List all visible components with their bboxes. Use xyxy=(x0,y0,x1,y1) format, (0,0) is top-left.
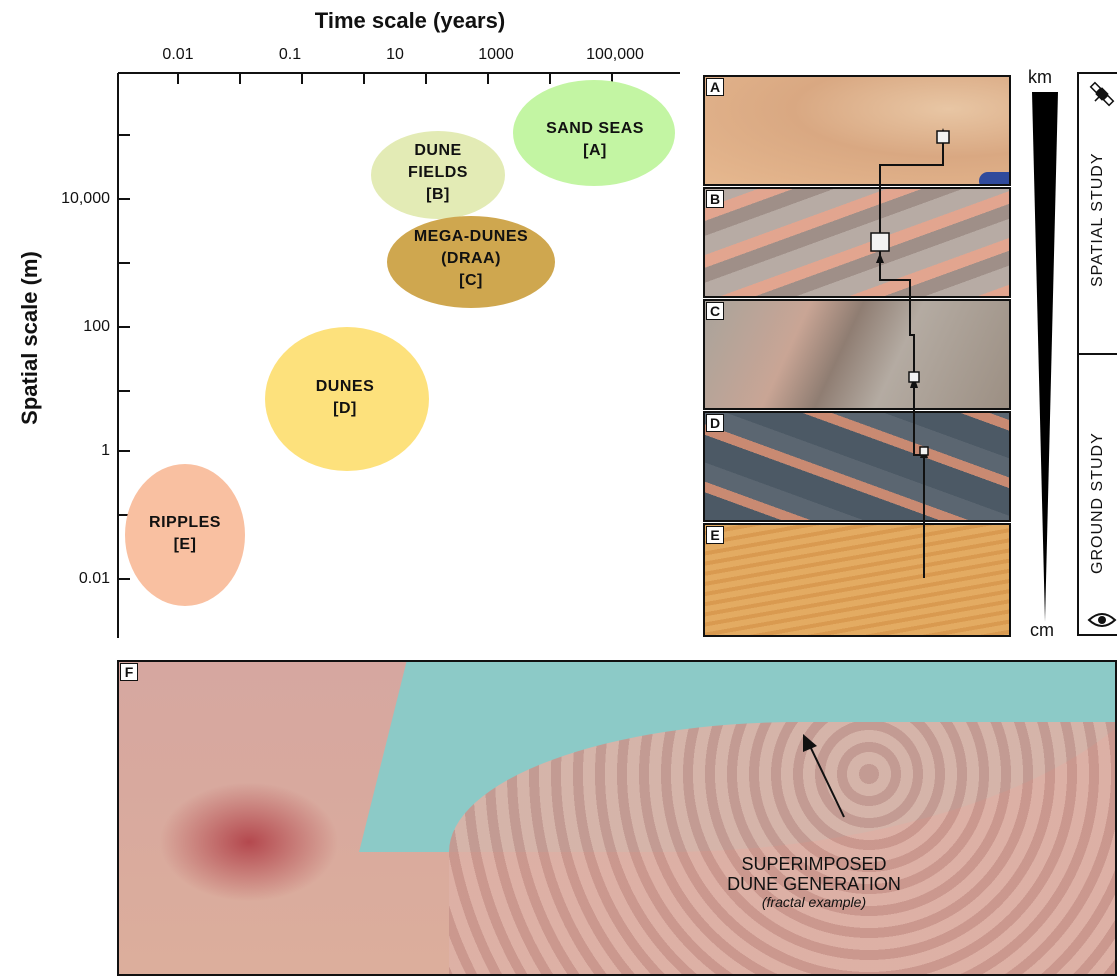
panel-d-tag: D xyxy=(706,414,724,432)
annotation-line-2: DUNE GENERATION xyxy=(727,874,901,894)
dunes-tag: [D] xyxy=(333,400,357,417)
mega-dunes-tag: [C] xyxy=(459,272,483,289)
sand-seas-tag: [A] xyxy=(583,142,607,159)
ground-study-label: GROUND STUDY xyxy=(1089,432,1106,574)
dune-fields-label: DUNE FIELDS [B] xyxy=(383,140,493,206)
dune-fields-name-2: FIELDS xyxy=(408,164,468,181)
spatial-study-label: SPATIAL STUDY xyxy=(1089,152,1106,287)
ripples-tag: [E] xyxy=(173,536,197,553)
panel-e-tag: E xyxy=(706,526,724,544)
panel-c: C xyxy=(703,299,1011,410)
dunes-name: DUNES xyxy=(315,378,375,395)
y-tick-label: 0.01 xyxy=(78,570,110,587)
ripples-name: RIPPLES xyxy=(149,514,221,531)
dune-fields-tag: [B] xyxy=(426,186,450,203)
x-tick-label: 10 xyxy=(386,46,404,63)
panel-b-tag: B xyxy=(706,190,724,208)
ripples-ellipse xyxy=(125,464,245,606)
x-tick-label: 0.01 xyxy=(162,46,194,63)
eye-icon xyxy=(1087,613,1117,627)
x-tick-label: 0.1 xyxy=(278,46,302,63)
dune-fields-name-1: DUNE xyxy=(414,142,462,159)
panel-c-tag: C xyxy=(706,302,724,320)
feature-ellipses xyxy=(125,80,675,606)
mega-dunes-label: MEGA-DUNES (DRAA) [C] xyxy=(401,226,541,292)
satellite-icon xyxy=(1089,81,1115,107)
sand-seas-name: SAND SEAS xyxy=(546,120,644,137)
zoom-path xyxy=(870,128,950,578)
study-frame xyxy=(1077,72,1117,636)
panel-b: B xyxy=(703,187,1011,298)
sand-seas-label: SAND SEAS [A] xyxy=(530,118,660,162)
annotation-arrow xyxy=(803,734,845,818)
ripples-label: RIPPLES [E] xyxy=(125,512,245,556)
dunes-label: DUNES [D] xyxy=(285,376,405,420)
x-axis-title: Time scale (years) xyxy=(314,8,506,33)
annotation-line-3: (fractal example) xyxy=(761,894,867,910)
dunes-ellipse xyxy=(265,327,429,471)
panel-f-dunes xyxy=(449,722,1115,974)
mega-dunes-name-1: MEGA-DUNES xyxy=(413,228,529,245)
panel-d: D xyxy=(703,411,1011,522)
annotation-line-1: SUPERIMPOSED xyxy=(741,854,887,874)
mega-dunes-name-2: (DRAA) xyxy=(441,250,501,267)
scale-bar-bottom-label: cm xyxy=(1030,620,1054,640)
panel-a-tag: A xyxy=(706,78,724,96)
chart-axes xyxy=(117,72,680,638)
sand-seas-ellipse xyxy=(513,80,675,186)
panel-e: E xyxy=(703,523,1011,637)
scale-bar-top-label: km xyxy=(1028,67,1052,87)
panel-a: A xyxy=(703,75,1011,186)
panel-f: F SUPERIMPOSED DUNE GENERATION (fractal … xyxy=(117,660,1117,976)
x-tick-label: 1000 xyxy=(478,46,514,63)
dune-fields-ellipse xyxy=(371,131,505,219)
y-tick-label: 10,000 xyxy=(61,190,110,207)
x-tick-label: 100,000 xyxy=(586,46,644,63)
panel-f-tag: F xyxy=(120,663,138,681)
annotation-text: SUPERIMPOSED DUNE GENERATION (fractal ex… xyxy=(704,854,924,910)
y-tick-label: 1 xyxy=(101,442,110,459)
y-tick-label: 100 xyxy=(83,318,110,335)
mega-dunes-ellipse xyxy=(387,216,555,308)
scale-wedge xyxy=(1032,92,1058,622)
